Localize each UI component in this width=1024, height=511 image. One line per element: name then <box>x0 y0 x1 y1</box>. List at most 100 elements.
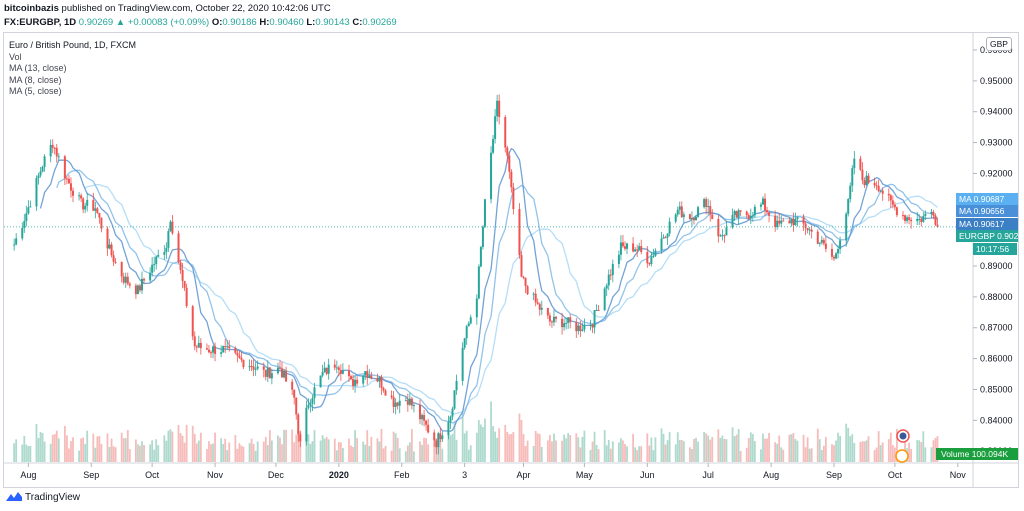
candle-body <box>680 206 683 218</box>
candle-body <box>319 375 322 388</box>
chart-frame[interactable] <box>3 32 1019 488</box>
candle-body <box>153 264 156 266</box>
candle-body <box>877 185 880 192</box>
legend-item-ma8[interactable]: MA (8, close) <box>9 74 62 85</box>
candle-body <box>766 210 769 213</box>
volume-bar <box>463 433 466 462</box>
volume-bar <box>845 423 848 462</box>
volume-bar <box>376 438 379 462</box>
volume-bar <box>35 423 38 462</box>
candle-body <box>721 235 724 237</box>
volume-bar <box>506 431 509 462</box>
x-tick-label: Oct <box>888 470 903 480</box>
volume-bar <box>802 434 805 462</box>
volume-bar <box>327 439 330 462</box>
candle-body <box>918 218 921 220</box>
legend-item-ma5[interactable]: MA (5, close) <box>9 86 62 96</box>
volume-bar <box>39 431 42 462</box>
volume-bar <box>151 440 154 462</box>
candle-body <box>575 322 578 332</box>
candle-body <box>640 246 643 252</box>
candle-body <box>867 175 870 183</box>
volume-bar <box>266 445 269 462</box>
volume-bar <box>222 444 225 462</box>
volume-bar <box>421 444 423 462</box>
volume-bar <box>561 440 563 462</box>
candle-body <box>479 247 482 267</box>
volume-bar <box>484 418 486 462</box>
volume-bar <box>86 430 89 462</box>
candle-body <box>895 207 898 216</box>
volume-bar <box>721 435 724 462</box>
candle-body <box>291 381 294 390</box>
price-change: +0.00083 (+0.09%) <box>127 17 210 28</box>
candle-body <box>193 336 196 347</box>
volume-bar <box>268 430 271 462</box>
legend-item-ma13[interactable]: MA (13, close) <box>9 63 67 73</box>
volume-bar <box>918 440 921 462</box>
legend-item-vol[interactable]: Vol <box>9 51 22 62</box>
candle-body <box>820 239 823 243</box>
candle-body <box>281 368 284 378</box>
candle-body <box>63 156 66 179</box>
volume-bar <box>281 444 283 462</box>
candle-body <box>550 321 553 323</box>
x-tick-label: Apr <box>517 470 531 480</box>
candle-body <box>84 205 87 210</box>
candle-body <box>15 238 18 245</box>
candle-body <box>873 182 876 186</box>
footer-brand[interactable]: TradingView <box>6 491 80 503</box>
candle-body <box>634 249 637 252</box>
candle-body <box>222 346 225 353</box>
candle-body <box>751 215 754 217</box>
volume-bar <box>224 438 227 462</box>
currency-button[interactable]: GBP <box>986 37 1012 51</box>
candle-body <box>802 216 805 224</box>
candle-body <box>80 195 83 199</box>
candle-body <box>323 367 326 373</box>
volume-bar <box>867 436 870 462</box>
volume-bar <box>177 425 180 462</box>
candle-body <box>916 219 919 222</box>
price-label-text: 10:17:56 <box>976 244 1009 254</box>
volume-bar <box>782 449 785 462</box>
candle-body <box>276 367 279 374</box>
candle-body <box>603 288 606 311</box>
high-value: 0.90460 <box>269 17 304 28</box>
candle-body <box>546 307 549 316</box>
volume-bar <box>234 434 237 462</box>
volume-bar <box>863 441 866 462</box>
candle-body <box>421 415 424 420</box>
author-name[interactable]: bitcoinbazis <box>4 3 59 14</box>
volume-bar <box>63 425 66 462</box>
volume-bar <box>804 447 807 462</box>
volume-bar <box>853 442 856 462</box>
candle-body <box>69 183 72 191</box>
volume-bar <box>774 442 777 462</box>
volume-bar <box>768 432 770 462</box>
candle-body <box>368 375 371 378</box>
volume-bar <box>646 433 649 462</box>
candle-body <box>439 433 442 440</box>
volume-bar <box>839 435 841 462</box>
volume-bar <box>924 447 927 462</box>
candle-body <box>922 216 925 222</box>
y-tick-label: 0.92000 <box>980 168 1013 178</box>
candle-body <box>378 376 381 382</box>
volume-bar <box>526 440 529 462</box>
volume-bar <box>689 447 691 462</box>
candle-body <box>906 217 909 221</box>
volume-bar <box>498 428 501 462</box>
candle-body <box>490 152 493 200</box>
volume-bar <box>620 438 622 462</box>
candle-body <box>35 178 38 207</box>
volume-bar <box>51 434 54 462</box>
candle-body <box>851 168 854 186</box>
candle-body <box>270 373 273 379</box>
candle-body <box>619 242 622 255</box>
volume-bar <box>356 438 359 462</box>
candle-body <box>593 310 596 328</box>
x-tick-label: Dec <box>268 470 285 480</box>
volume-bar <box>390 450 393 462</box>
